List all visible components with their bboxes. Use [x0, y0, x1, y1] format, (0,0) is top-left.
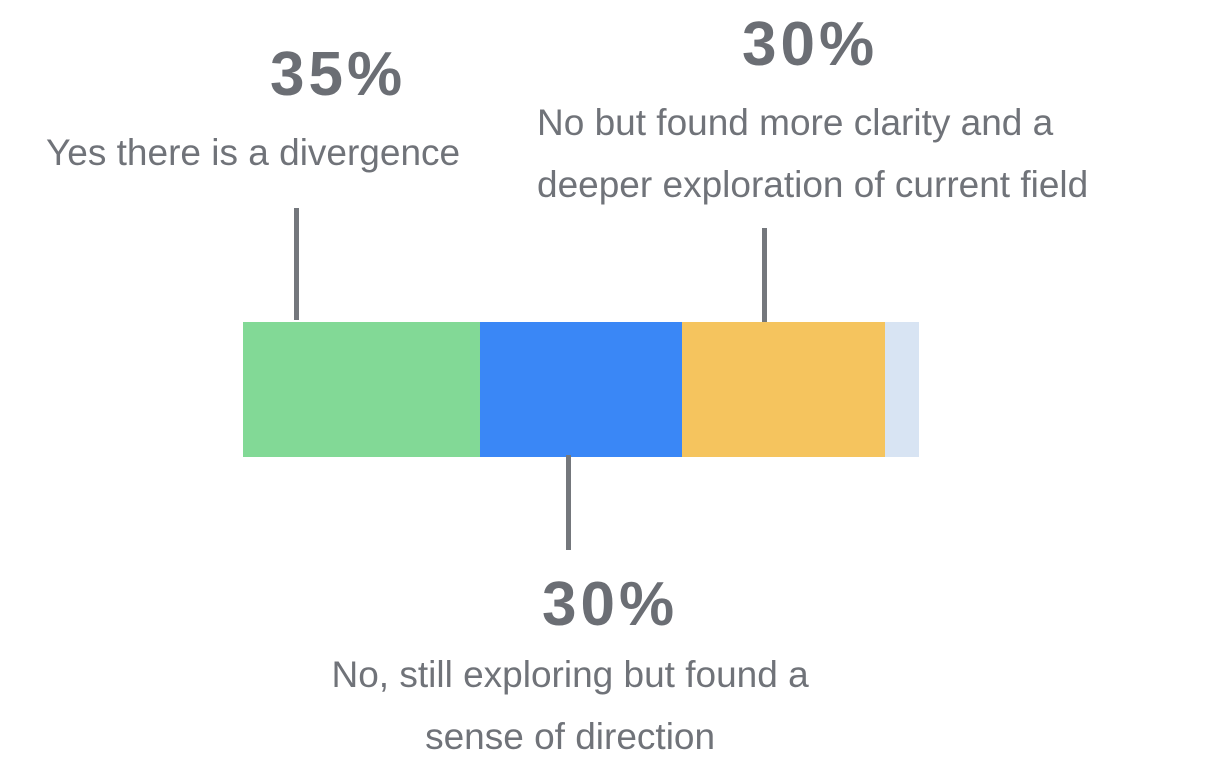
leader-line	[761, 228, 767, 322]
value-label: 35%	[270, 40, 407, 109]
category-label: No, still exploring but found a sense of…	[331, 654, 809, 757]
category-label: No but found more clarity and a deeper e…	[537, 102, 1089, 205]
leader-line	[293, 208, 299, 320]
bar-segment	[479, 322, 683, 457]
value-label: 30%	[742, 10, 879, 79]
category-label: Yes there is a divergence	[46, 132, 461, 173]
bar-segment	[243, 322, 480, 457]
bar-segment	[885, 322, 919, 457]
leader-line	[565, 455, 571, 550]
bar-segment	[682, 322, 886, 457]
value-label: 30%	[542, 570, 679, 639]
